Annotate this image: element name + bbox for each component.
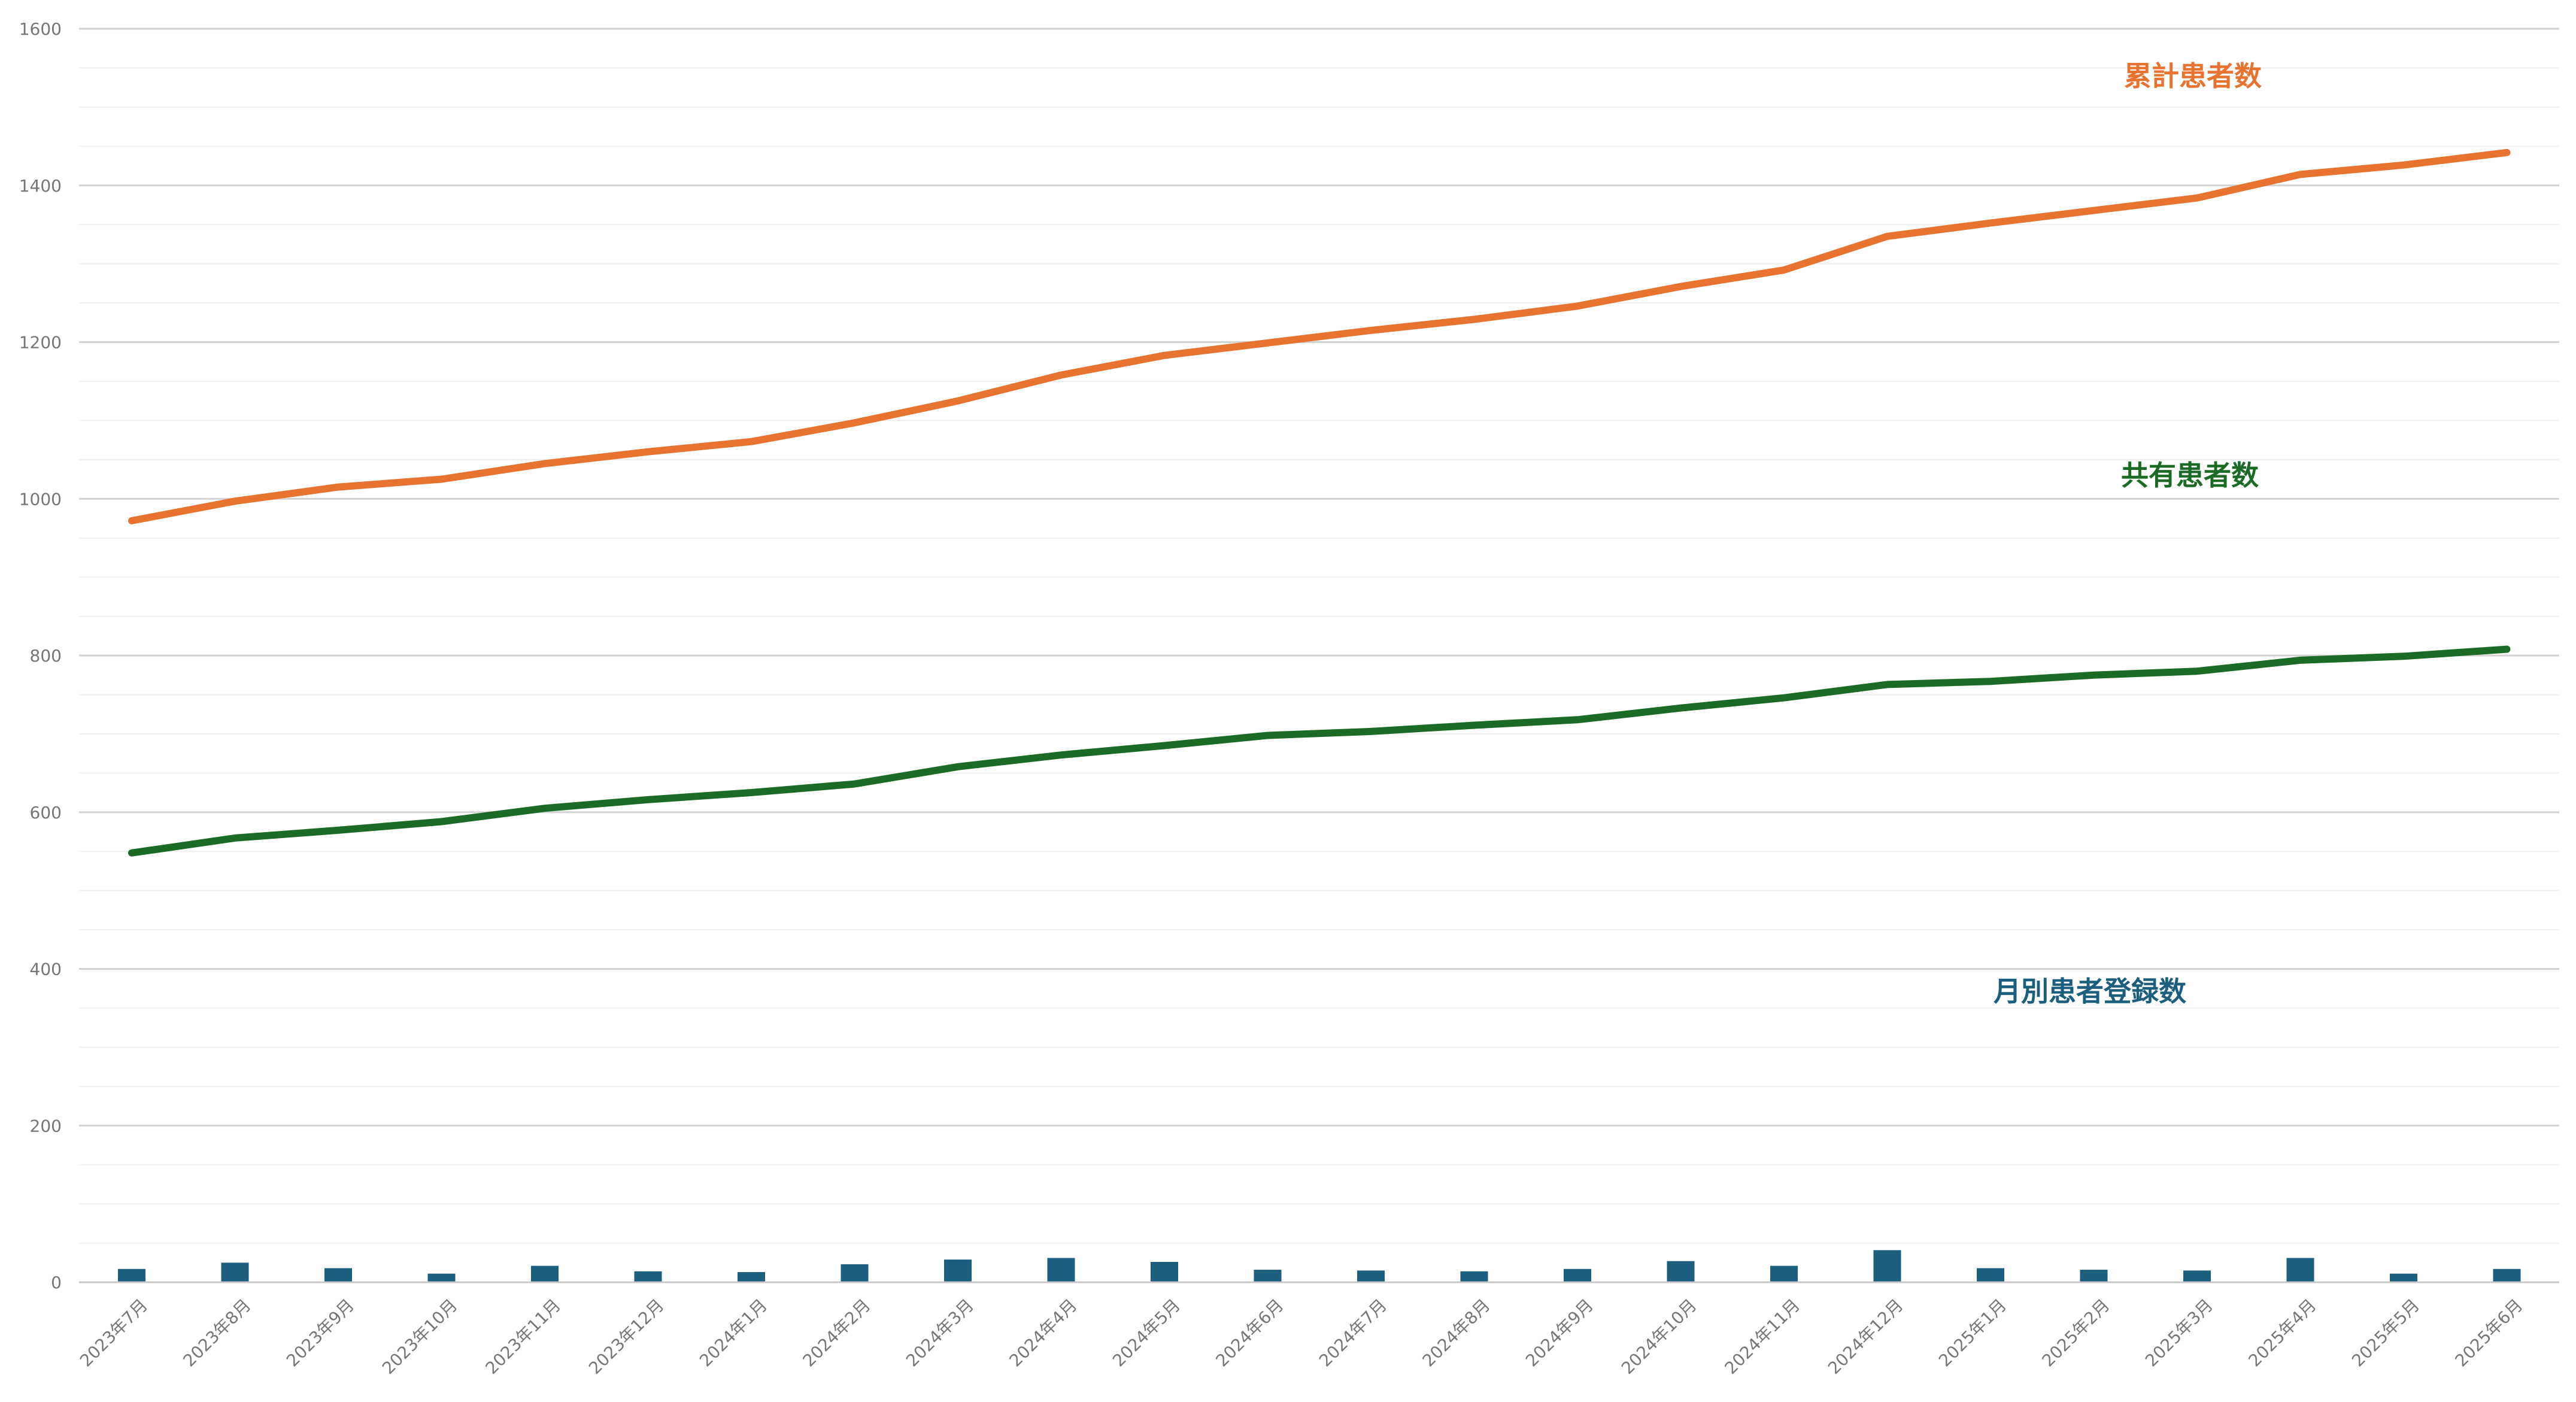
x-tick-label: 2024年12月 — [1824, 1295, 1907, 1379]
x-tick-label: 2024年7月 — [1315, 1295, 1391, 1371]
bar — [531, 1266, 559, 1282]
bar — [2390, 1273, 2417, 1282]
x-tick-label: 2024年1月 — [696, 1295, 771, 1371]
bar — [2286, 1258, 2314, 1282]
bar — [634, 1271, 662, 1282]
bar-series-monthly-registrations — [118, 1250, 2521, 1282]
y-tick-label: 0 — [51, 1273, 62, 1292]
x-tick-label: 2025年3月 — [2141, 1295, 2217, 1371]
y-axis: 0 200 400 600 800 1000 1200 1400 1600 — [19, 19, 62, 1292]
bar — [118, 1269, 145, 1282]
bar — [841, 1264, 869, 1282]
bar — [1357, 1270, 1385, 1282]
series-label-cumulative: 累計患者数 — [2124, 60, 2262, 92]
bar — [1460, 1271, 1488, 1282]
x-tick-label: 2023年10月 — [378, 1295, 462, 1379]
x-tick-label: 2024年10月 — [1618, 1295, 1701, 1379]
bar — [221, 1263, 249, 1282]
series-label-shared: 共有患者数 — [2121, 459, 2259, 491]
x-tick-label: 2024年3月 — [902, 1295, 978, 1371]
bar — [738, 1271, 765, 1282]
bar — [2080, 1270, 2108, 1282]
bar — [1564, 1269, 1591, 1282]
line-cumulative-patients — [128, 148, 2511, 524]
x-tick-label: 2024年4月 — [1006, 1295, 1081, 1371]
x-tick-label: 2025年5月 — [2348, 1295, 2423, 1371]
series-label-monthly: 月別患者登録数 — [1994, 975, 2186, 1008]
bar — [2493, 1269, 2521, 1282]
bar — [1254, 1270, 1282, 1282]
y-tick-label: 400 — [30, 960, 62, 979]
bar — [1977, 1268, 2004, 1282]
y-tick-label: 1400 — [19, 176, 62, 196]
gridlines — [79, 28, 2559, 1283]
bar — [1873, 1250, 1901, 1282]
x-tick-label: 2023年8月 — [180, 1295, 255, 1371]
x-tick-label: 2025年1月 — [1935, 1295, 2010, 1371]
bar — [944, 1260, 972, 1282]
x-tick-label: 2024年11月 — [1721, 1295, 1804, 1379]
line-shared-patients — [128, 645, 2511, 857]
x-tick-label: 2025年4月 — [2245, 1295, 2320, 1371]
x-tick-label: 2023年7月 — [76, 1295, 151, 1371]
y-tick-label: 800 — [30, 646, 62, 666]
bar — [1151, 1261, 1178, 1282]
y-tick-label: 600 — [30, 803, 62, 823]
x-tick-label: 2023年12月 — [585, 1295, 668, 1379]
x-tick-label: 2024年8月 — [1419, 1295, 1494, 1371]
x-axis: 2023年7月 2023年8月 2023年9月 2023年10月 2023年11月 202… — [76, 1295, 2526, 1379]
x-tick-label: 2025年2月 — [2038, 1295, 2114, 1371]
x-tick-label: 2025年6月 — [2451, 1295, 2527, 1371]
bar — [1667, 1261, 1695, 1282]
line-series — [128, 148, 2511, 857]
y-tick-label: 1600 — [19, 19, 62, 39]
x-tick-label: 2023年9月 — [283, 1295, 358, 1371]
bar — [1770, 1266, 1798, 1282]
bar — [2183, 1270, 2211, 1282]
y-tick-label: 1200 — [19, 333, 62, 353]
x-tick-label: 2024年6月 — [1212, 1295, 1288, 1371]
x-tick-label: 2023年11月 — [481, 1295, 565, 1379]
x-tick-label: 2024年2月 — [799, 1295, 875, 1371]
x-tick-label: 2024年9月 — [1522, 1295, 1597, 1371]
x-tick-label: 2024年5月 — [1109, 1295, 1184, 1371]
y-tick-label: 1000 — [19, 489, 62, 509]
bar — [324, 1268, 352, 1282]
bar — [1047, 1258, 1075, 1282]
bar — [427, 1273, 456, 1282]
y-tick-label: 200 — [30, 1116, 62, 1136]
